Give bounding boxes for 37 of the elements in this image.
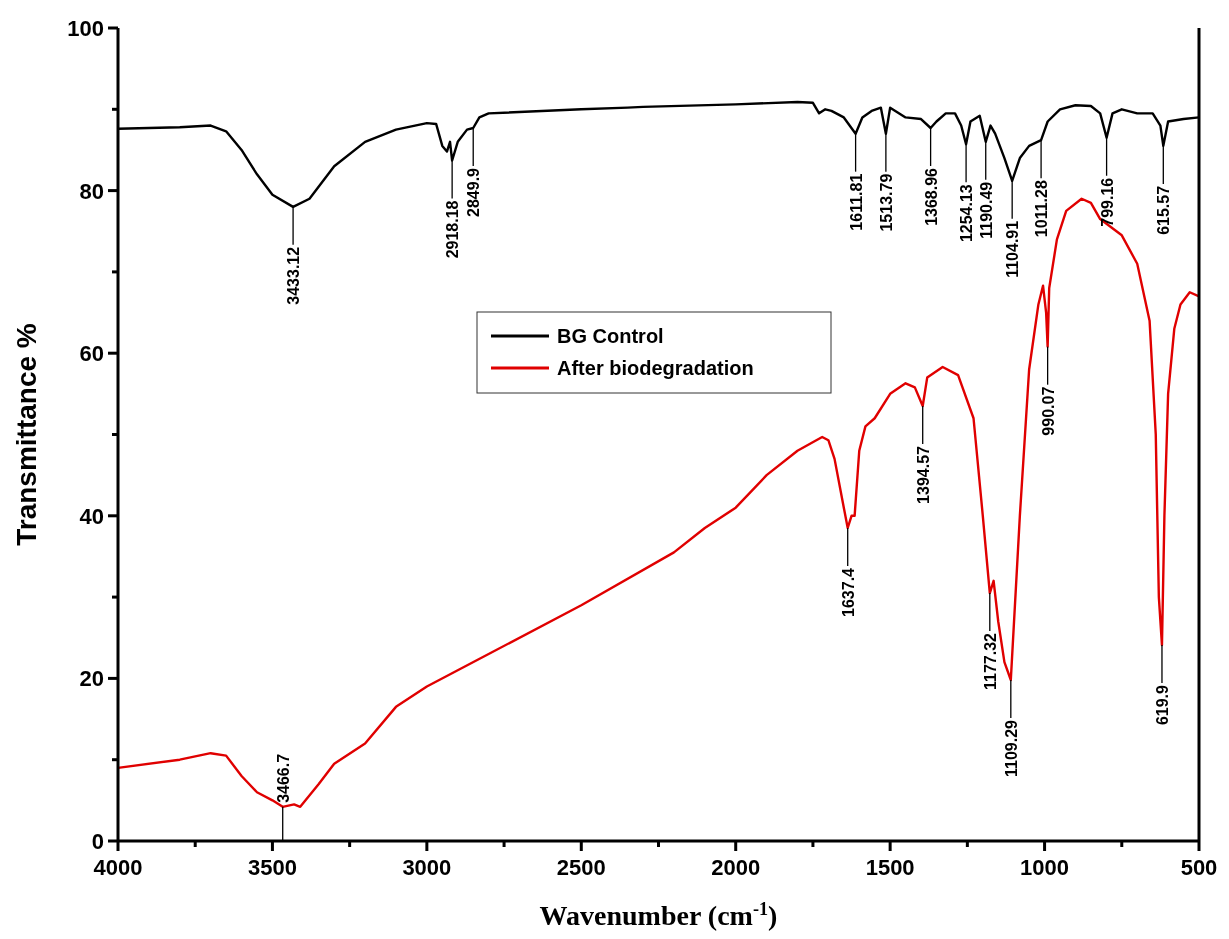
annotation: 1190.49 (977, 181, 995, 239)
annotation: 1368.96 (922, 167, 940, 226)
annotation: 619.9 (1153, 684, 1171, 726)
annotation: 1513.79 (877, 173, 895, 232)
y-tick-label: 60 (79, 341, 104, 367)
annotation: 1011.28 (1033, 180, 1051, 238)
x-tick-label: 3500 (247, 855, 297, 880)
legend-label: After biodegradation (557, 357, 754, 379)
annotation: 2849.9 (465, 167, 483, 217)
annotation: 1611.81 (847, 173, 865, 231)
y-tick-label: 20 (79, 666, 104, 692)
y-axis-title: Transmittance % (11, 323, 42, 546)
annotation: 3433.12 (285, 246, 303, 305)
annotation: 1109.29 (1002, 719, 1020, 777)
annotation: 2918.18 (444, 200, 462, 259)
legend-label: BG Control (557, 325, 664, 347)
x-tick-label: 2500 (556, 855, 606, 880)
annotation: 1177.32 (981, 632, 999, 690)
x-tick-label: 4000 (93, 855, 143, 880)
annotation: 1637.4 (839, 567, 857, 617)
y-tick-label: 0 (91, 829, 104, 854)
x-tick-label: 3000 (402, 855, 452, 880)
x-tick-label: 2000 (711, 855, 761, 880)
annotation: 799.16 (1098, 177, 1116, 227)
y-tick-label: 80 (79, 178, 104, 204)
y-tick-label: 40 (79, 503, 104, 529)
y-tick-label: 100 (67, 16, 104, 41)
x-tick-label: 1000 (1020, 855, 1070, 880)
x-tick-label: 1500 (865, 855, 915, 880)
annotation: 1394.57 (914, 445, 932, 504)
annotation: 1254.13 (958, 184, 976, 243)
annotation: 990.07 (1039, 386, 1057, 436)
annotation: 615.57 (1155, 185, 1173, 235)
x-axis-title: Wavenumber (cm$^{-1}$) (539, 899, 778, 931)
x-tick-label: 500 (1180, 855, 1218, 880)
annotation: 1104.91 (1004, 220, 1022, 278)
annotation: 3466.7 (274, 753, 292, 803)
